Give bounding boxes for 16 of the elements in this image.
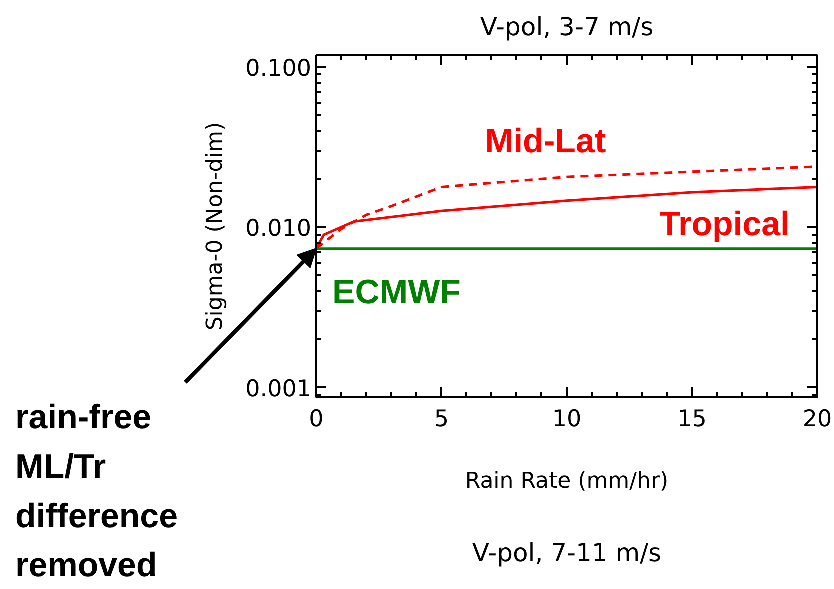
series-label: Mid-Lat [485,122,606,160]
series-label: ECMWF [332,274,461,312]
series-label: Tropical [660,205,790,244]
x-tick-label: 5 [434,406,450,432]
y-tick-label: 0.100 [246,56,312,82]
x-tick-label: 10 [552,406,582,432]
chart-title: V-pol, 3-7 m/s [480,12,654,42]
text: V-pol, 7-11 m/s [472,538,662,568]
y-axis-title: Sigma-0 (Non-dim) [203,122,228,331]
x-tick-label: 20 [802,406,832,432]
y-tick-label: 0.010 [246,216,312,242]
x-tick-label: 15 [678,406,707,432]
x-tick-label: 0 [309,406,324,432]
annotation: rain-free ML/Tr difference removed [16,398,178,585]
x-axis-title: Rain Rate (mm/hr) [465,469,669,494]
y-tick-label: 0.001 [246,376,312,402]
